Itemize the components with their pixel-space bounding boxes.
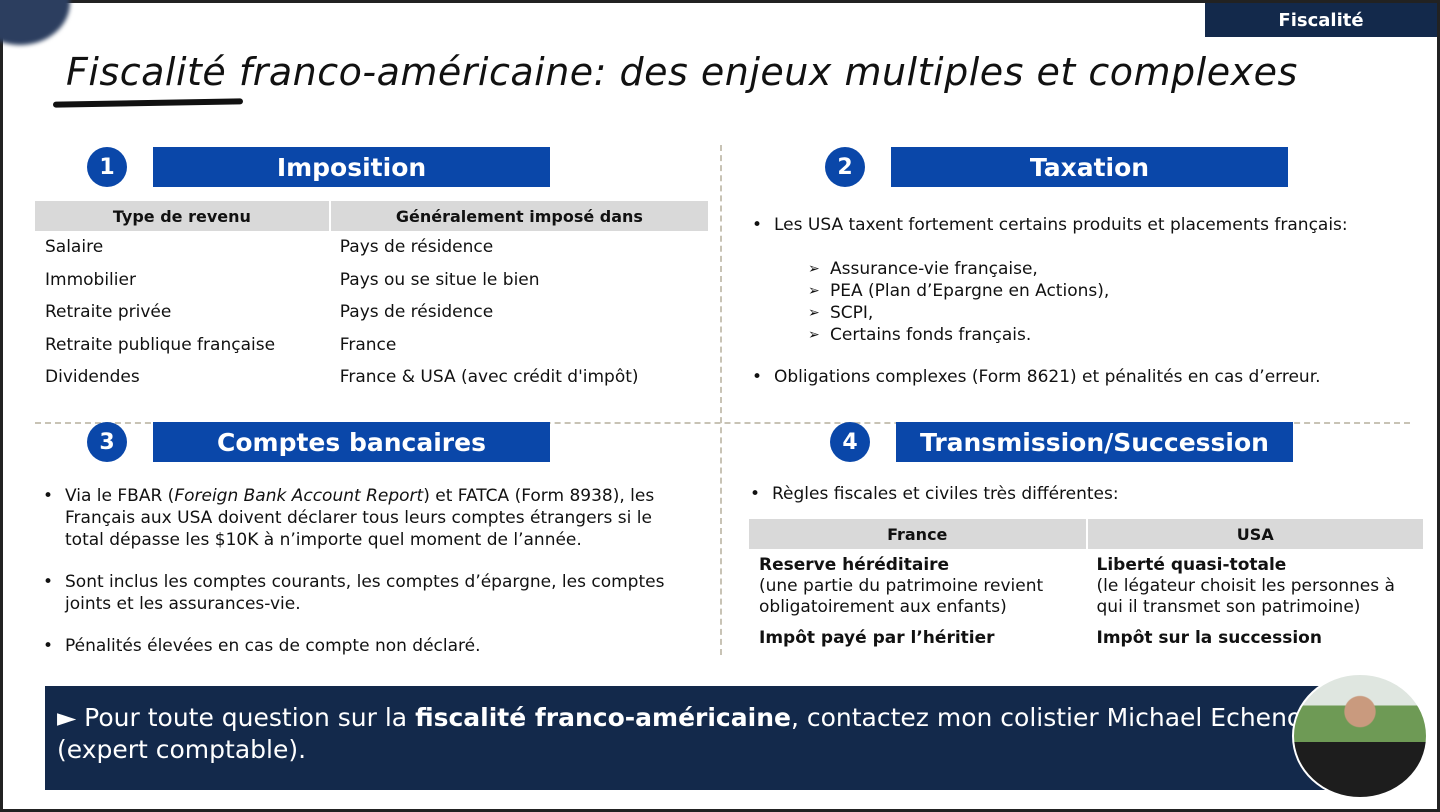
bullet: Via le FBAR (Foreign Bank Account Report…: [43, 485, 693, 551]
col-header: Type de revenu: [35, 201, 331, 231]
vertical-divider: [720, 145, 722, 655]
section-number-1: 1: [87, 147, 127, 187]
transmission-list: Règles fiscales et civiles très différen…: [750, 483, 1119, 505]
bullet: Les USA taxent fortement certains produi…: [752, 214, 1412, 236]
comptes-list: Via le FBAR (Foreign Bank Account Report…: [43, 485, 693, 657]
category-tag: Fiscalité: [1205, 3, 1437, 37]
section-number-2: 2: [825, 147, 865, 187]
bullet: Règles fiscales et civiles très différen…: [750, 483, 1119, 505]
cell: France: [339, 334, 397, 355]
table-row: Impôt payé par l’héritier Impôt sur la s…: [749, 618, 1424, 649]
cell: Impôt sur la succession: [1087, 618, 1425, 649]
bullet: Pénalités élevées en cas de compte non d…: [43, 635, 693, 657]
text-italic: Foreign Bank Account Report: [174, 486, 424, 506]
banner-text: ► Pour toute question sur la: [57, 703, 416, 732]
cell: Retraite publique française: [45, 334, 276, 355]
text: ) et FATCA (Form 8938), les Français aux…: [65, 486, 655, 550]
cell: Dividendes: [45, 367, 140, 388]
sub-bullet: SCPI,: [808, 302, 1109, 324]
cell-title: Reserve héréditaire: [759, 555, 950, 575]
cell: Immobilier: [45, 269, 136, 290]
table-row: Retraite privée Pays de résidence: [35, 296, 709, 329]
taxation-list: Les USA taxent fortement certains produi…: [752, 214, 1412, 236]
table-row: Immobilier Pays ou se situe le bien: [35, 264, 709, 297]
cell-text: (le légateur choisit les personnes à qui…: [1096, 576, 1395, 617]
text: Via le FBAR (: [65, 486, 175, 506]
cell: Impôt payé par l’héritier: [749, 618, 1087, 649]
section-number-4: 4: [830, 422, 870, 462]
cell: Pays de résidence: [339, 302, 494, 323]
cell-title: Impôt sur la succession: [1096, 628, 1322, 648]
section-header-comptes: Comptes bancaires: [153, 422, 550, 462]
section-header-transmission: Transmission/Succession: [896, 422, 1293, 462]
slide-title: Fiscalité franco-américaine: des enjeux …: [66, 50, 1298, 94]
table-row: Reserve héréditaire (une partie du patrim…: [749, 549, 1424, 618]
section-header-imposition: Imposition: [153, 147, 550, 187]
cell: Pays ou se situe le bien: [339, 269, 540, 290]
banner-text: , contactez mon colistier Michael Echeno…: [57, 703, 1316, 764]
taxation-list-2: Obligations complexes (Form 8621) et pén…: [752, 366, 1412, 388]
col-header: Généralement imposé dans: [329, 201, 711, 231]
section-number-3: 3: [87, 422, 127, 462]
horizontal-divider: [35, 422, 1410, 424]
succession-table: France USA Reserve héréditaire (une partie…: [749, 519, 1425, 649]
section-header-taxation: Taxation: [891, 147, 1288, 187]
cell: Retraite privée: [45, 302, 172, 323]
avatar-photo: [1292, 673, 1428, 799]
table-row: Retraite publique française France: [35, 329, 709, 362]
cell-text: (une partie du patrimoine revient obliga…: [759, 576, 1044, 617]
col-header: France: [749, 519, 1088, 549]
cell: France & USA (avec crédit d'impôt): [339, 367, 639, 388]
cell: Liberté quasi-totale (le légateur choisit…: [1087, 549, 1425, 618]
bullet: Sont inclus les comptes courants, les co…: [43, 571, 693, 615]
contact-banner: ► Pour toute question sur la fiscalité f…: [45, 686, 1335, 790]
banner-bold: fiscalité franco-américaine: [415, 703, 791, 732]
table-row: Salaire Pays de résidence: [35, 231, 709, 264]
cell: Reserve héréditaire (une partie du patrim…: [749, 549, 1087, 618]
cell: Pays de résidence: [339, 237, 494, 258]
taxation-sublist: Assurance-vie française, PEA (Plan d’Epa…: [808, 258, 1109, 346]
sub-bullet: Certains fonds français.: [808, 324, 1109, 346]
sub-bullet: PEA (Plan d’Epargne en Actions),: [808, 280, 1109, 302]
sub-bullet: Assurance-vie française,: [808, 258, 1109, 280]
cell-title: Impôt payé par l’héritier: [759, 628, 995, 648]
cell-title: Liberté quasi-totale: [1096, 555, 1287, 575]
imposition-table: Type de revenu Généralement imposé dans S…: [35, 201, 711, 394]
cell: Salaire: [45, 237, 104, 258]
bullet: Obligations complexes (Form 8621) et pén…: [752, 366, 1412, 388]
table-row: Dividendes France & USA (avec crédit d'im…: [35, 361, 709, 394]
col-header: USA: [1086, 519, 1425, 549]
